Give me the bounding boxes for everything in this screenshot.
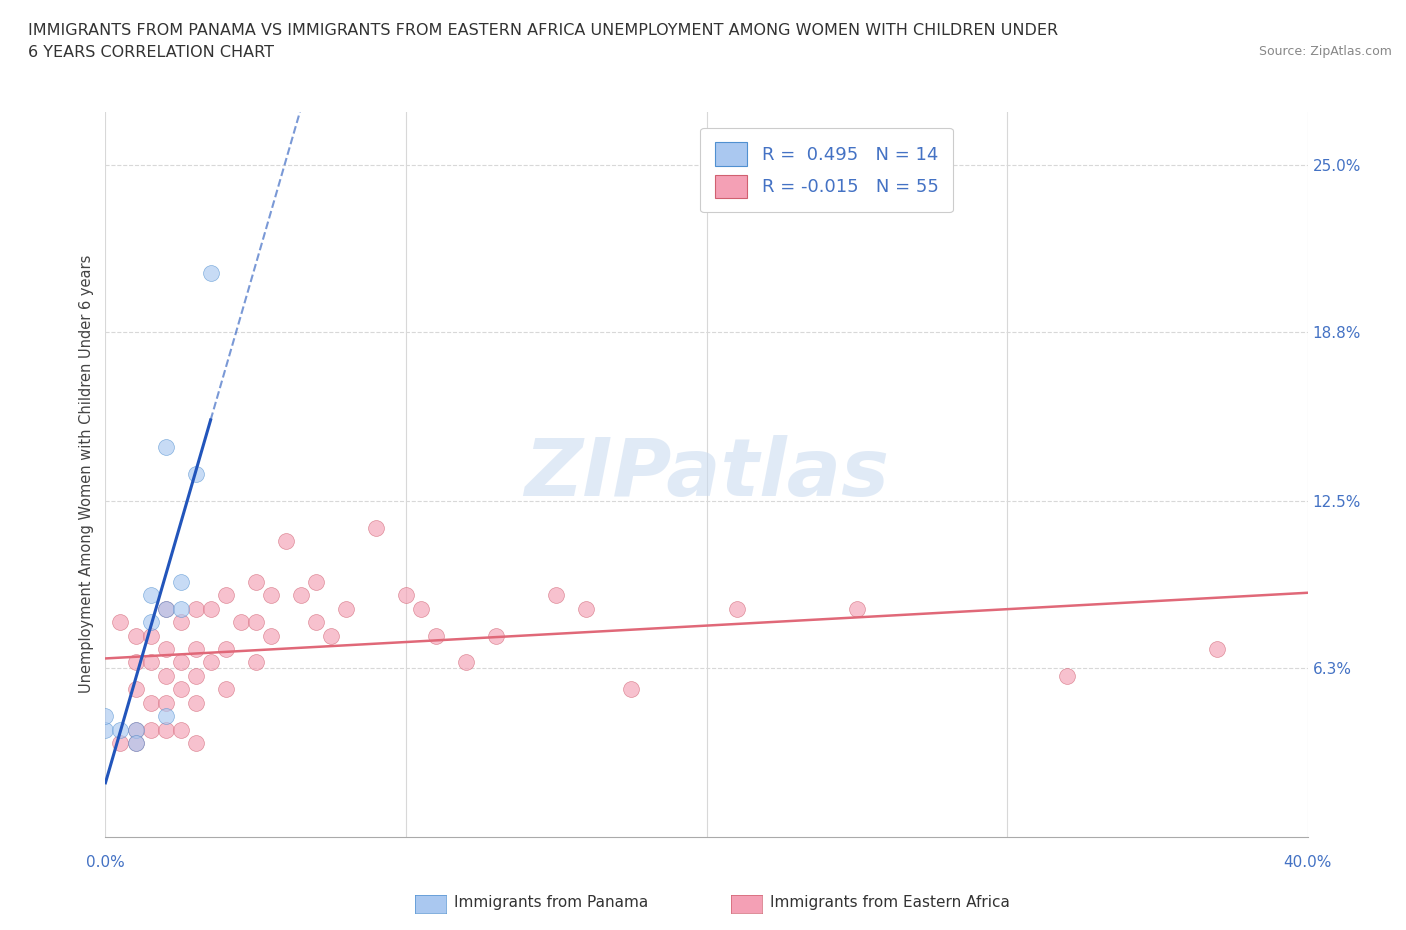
Point — [290, 588, 312, 603]
Point — [94, 722, 117, 737]
Point — [260, 628, 283, 643]
Point — [229, 615, 252, 630]
Point — [124, 682, 146, 697]
Point — [274, 534, 297, 549]
Point — [214, 682, 236, 697]
Point — [124, 722, 146, 737]
Text: Source: ZipAtlas.com: Source: ZipAtlas.com — [1258, 45, 1392, 58]
Point — [184, 601, 207, 616]
Point — [169, 601, 191, 616]
Point — [139, 615, 162, 630]
Point — [139, 696, 162, 711]
Point — [169, 655, 191, 670]
Point — [169, 615, 191, 630]
Text: 40.0%: 40.0% — [1284, 856, 1331, 870]
Point — [184, 669, 207, 684]
Point — [169, 722, 191, 737]
Point — [155, 440, 177, 455]
Point — [110, 615, 132, 630]
Point — [425, 628, 447, 643]
Legend: R =  0.495   N = 14, R = -0.015   N = 55: R = 0.495 N = 14, R = -0.015 N = 55 — [700, 128, 953, 212]
Point — [620, 682, 643, 697]
Point — [364, 521, 387, 536]
Point — [214, 588, 236, 603]
Point — [169, 575, 191, 590]
Point — [124, 736, 146, 751]
Point — [124, 736, 146, 751]
Point — [184, 642, 207, 657]
Point — [200, 601, 222, 616]
Point — [94, 709, 117, 724]
Point — [260, 588, 283, 603]
Point — [245, 615, 267, 630]
Point — [214, 642, 236, 657]
Point — [546, 588, 568, 603]
Point — [155, 709, 177, 724]
Point — [395, 588, 418, 603]
Point — [155, 696, 177, 711]
Point — [155, 601, 177, 616]
Point — [124, 722, 146, 737]
Point — [139, 655, 162, 670]
Point — [184, 736, 207, 751]
Point — [454, 655, 477, 670]
Point — [245, 655, 267, 670]
Point — [184, 696, 207, 711]
Text: Immigrants from Panama: Immigrants from Panama — [454, 895, 648, 910]
Point — [139, 588, 162, 603]
Text: Immigrants from Eastern Africa: Immigrants from Eastern Africa — [770, 895, 1011, 910]
Point — [200, 265, 222, 280]
Point — [155, 669, 177, 684]
Text: IMMIGRANTS FROM PANAMA VS IMMIGRANTS FROM EASTERN AFRICA UNEMPLOYMENT AMONG WOME: IMMIGRANTS FROM PANAMA VS IMMIGRANTS FRO… — [28, 23, 1059, 38]
Point — [335, 601, 357, 616]
Point — [124, 628, 146, 643]
Point — [124, 655, 146, 670]
Text: ZIPatlas: ZIPatlas — [524, 435, 889, 513]
Point — [305, 615, 328, 630]
Point — [155, 722, 177, 737]
Point — [575, 601, 598, 616]
Text: 6 YEARS CORRELATION CHART: 6 YEARS CORRELATION CHART — [28, 45, 274, 60]
Point — [305, 575, 328, 590]
Point — [110, 736, 132, 751]
Point — [139, 722, 162, 737]
Point — [155, 642, 177, 657]
Point — [725, 601, 748, 616]
Point — [155, 601, 177, 616]
Point — [110, 722, 132, 737]
Point — [139, 628, 162, 643]
Point — [200, 655, 222, 670]
Point — [1056, 669, 1078, 684]
Point — [184, 467, 207, 482]
Point — [169, 682, 191, 697]
Point — [845, 601, 868, 616]
Point — [1206, 642, 1229, 657]
Point — [245, 575, 267, 590]
Text: 0.0%: 0.0% — [86, 856, 125, 870]
Point — [485, 628, 508, 643]
Y-axis label: Unemployment Among Women with Children Under 6 years: Unemployment Among Women with Children U… — [79, 255, 94, 694]
Point — [409, 601, 432, 616]
Point — [319, 628, 342, 643]
